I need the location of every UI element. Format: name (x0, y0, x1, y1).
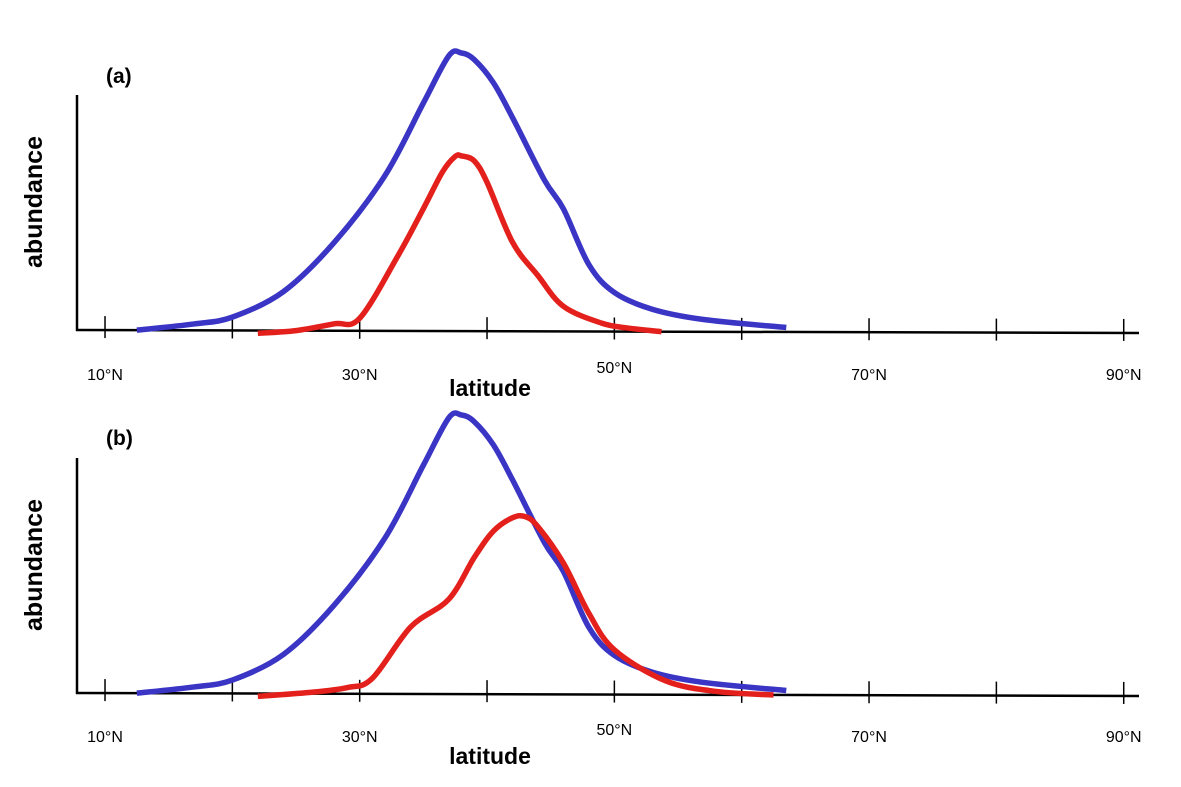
x-tick-label: 70°N (851, 367, 887, 384)
x-tick-labels: 10°N 30°N 50°N 70°N 90°N (87, 722, 1141, 746)
panel-label: (a) (106, 65, 132, 88)
x-axis-line (76, 693, 1139, 696)
x-tick-label: 10°N (87, 367, 123, 384)
x-tick-label: 30°N (342, 729, 378, 746)
x-tick-label: 70°N (851, 729, 887, 746)
x-tick-label: 10°N (87, 729, 123, 746)
y-axis-label: abundance (20, 499, 48, 631)
series-line (258, 155, 662, 333)
x-tick-label: 90°N (1106, 729, 1142, 746)
series-curves (137, 413, 786, 696)
x-tick-label: 30°N (342, 367, 378, 384)
series-line (137, 51, 786, 330)
x-axis-label: latitude (449, 375, 531, 401)
panel-b: (b) abundance 10°N 30°N 50°N 70°N 90°N latit… (20, 413, 1142, 769)
series-line (137, 413, 786, 693)
x-axis-line (76, 330, 1139, 333)
series-curves (137, 51, 786, 333)
x-tick-label: 90°N (1106, 367, 1142, 384)
x-tick-label: 50°N (596, 360, 632, 377)
panel-label: (b) (106, 427, 133, 450)
x-tick-label: 50°N (596, 722, 632, 739)
y-axis-label: abundance (20, 136, 48, 268)
panel-a: (a) abundance 10°N 30°N 50°N 70°N 90°N latit… (20, 51, 1142, 401)
x-tick-labels: 10°N 30°N 50°N 70°N 90°N (87, 360, 1141, 384)
x-tick-marks (105, 679, 1124, 704)
x-axis-label: latitude (449, 743, 531, 769)
